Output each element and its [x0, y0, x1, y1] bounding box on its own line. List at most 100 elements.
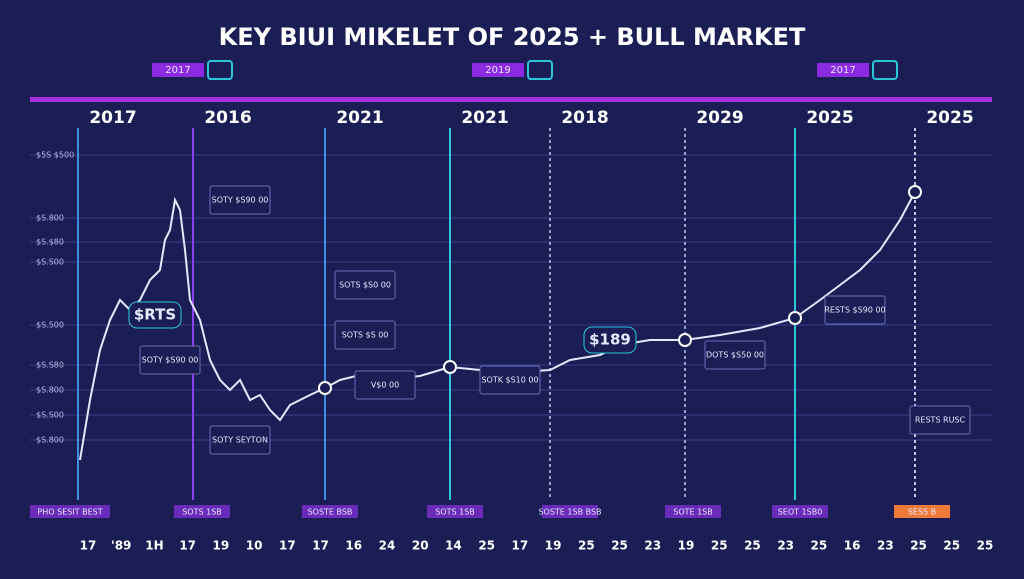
bottom-tag — [30, 505, 110, 518]
top-tag-label: 2017 — [165, 65, 190, 76]
x-tick-label: 16 — [345, 539, 362, 553]
bottom-tag — [302, 505, 358, 518]
era-label: 2021 — [336, 108, 383, 128]
top-tag — [152, 63, 204, 77]
x-tick-label: 10 — [246, 539, 263, 553]
x-tick-label: 25 — [478, 539, 495, 553]
annotation-text: V$0 00 — [371, 381, 399, 390]
x-tick-label: 14 — [445, 539, 462, 553]
bottom-tag-label: PHO SESIT BEST — [37, 508, 102, 517]
era-label: 2016 — [204, 108, 251, 128]
bottom-tag — [427, 505, 483, 518]
annotation-box — [209, 425, 271, 455]
x-tick-label: 17 — [312, 539, 329, 553]
bottom-tag-label: SOSTE 1SB BSB — [538, 508, 601, 517]
bottom-tag-label: SESS B — [908, 508, 936, 517]
y-tick-label: $S.S00 — [36, 258, 64, 267]
x-tick-label: 20 — [412, 539, 429, 553]
y-tick-label: $S.$80 — [36, 238, 64, 247]
y-tick-label: $S.800 — [36, 386, 64, 395]
x-tick-label: 23 — [877, 539, 894, 553]
tag-icon — [527, 60, 553, 80]
top-tag — [472, 63, 524, 77]
bottom-tag-label: SOTS 1SB — [182, 508, 222, 517]
annotation-box — [909, 405, 971, 435]
y-tick-label: $S.800 — [36, 436, 64, 445]
x-tick-label: 23 — [777, 539, 794, 553]
annotation-box — [139, 345, 201, 375]
x-tick-label: 17 — [512, 539, 529, 553]
x-tick-label: 19 — [213, 539, 230, 553]
y-tick-label: $S.S00 — [36, 411, 64, 420]
x-tick-label: 17 — [80, 539, 97, 553]
bottom-tag-label: SOTE 1SB — [673, 508, 713, 517]
annotation-box — [209, 185, 271, 215]
header-bar — [30, 97, 992, 102]
annotation-text: SOTK $S10 00 — [481, 376, 538, 385]
era-label: 2021 — [461, 108, 508, 128]
x-tick-label: 24 — [379, 539, 396, 553]
key-point — [788, 311, 802, 325]
key-point — [908, 185, 922, 199]
x-tick-label: 25 — [977, 539, 994, 553]
bottom-tag — [772, 505, 828, 518]
annotation-box — [479, 365, 541, 395]
bottom-tag-label: SOSTE BSB — [308, 508, 353, 517]
chart-title: KEY BIUI MIKELET OF 2025 + BULL MARKET — [219, 23, 806, 51]
annotation-text: SOTS $S 00 — [342, 331, 389, 340]
x-tick-label: 16 — [844, 539, 861, 553]
key-point — [678, 333, 692, 347]
annotation-text: SOTY SEYTON — [212, 436, 268, 445]
annotation-text: SOTY $S90 00 — [212, 196, 269, 205]
annotation-text: RESTS $S90 00 — [824, 306, 885, 315]
x-tick-label: 25 — [910, 539, 927, 553]
bottom-tag — [542, 505, 598, 518]
annotation-text: SOTS $S0 00 — [339, 281, 391, 290]
y-tick-label: $S.800 — [36, 214, 64, 223]
annotation-box — [354, 370, 416, 400]
key-point — [443, 360, 457, 374]
x-tick-label: 25 — [711, 539, 728, 553]
x-tick-label: 19 — [545, 539, 562, 553]
x-tick-label: 23 — [644, 539, 661, 553]
key-point — [318, 381, 332, 395]
x-tick-label: 25 — [943, 539, 960, 553]
annotation-box — [334, 270, 396, 300]
annotation-text: SOTY $S90 00 — [142, 356, 199, 365]
x-tick-label: 1H — [145, 539, 163, 553]
bottom-tag — [665, 505, 721, 518]
bottom-tag-label: SOTS 1SB — [435, 508, 475, 517]
bottom-tag-label: SEOT 1SB0 — [778, 508, 823, 517]
x-tick-label: 25 — [611, 539, 628, 553]
x-tick-label: '89 — [111, 539, 131, 553]
annotation-box — [334, 320, 396, 350]
top-tag — [817, 63, 869, 77]
x-tick-label: 17 — [179, 539, 196, 553]
x-tick-label: 25 — [578, 539, 595, 553]
tag-icon — [872, 60, 898, 80]
era-label: 2025 — [806, 108, 853, 128]
tag-icon — [207, 60, 233, 80]
y-tick-label: $S.500 — [36, 321, 64, 330]
annotation-box — [583, 326, 637, 354]
era-label: 2025 — [926, 108, 973, 128]
y-tick-label: $S.S80 — [36, 361, 64, 370]
annotation-text: $189 — [589, 331, 631, 349]
y-tick-label: $5S $500 — [36, 151, 74, 160]
bottom-tag — [894, 505, 950, 518]
top-tag-label: 2017 — [830, 65, 855, 76]
annotation-box — [128, 301, 182, 329]
bottom-tag — [174, 505, 230, 518]
annotation-box — [704, 340, 766, 370]
top-tag-label: 2019 — [485, 65, 510, 76]
x-tick-label: 19 — [678, 539, 695, 553]
annotation-box — [824, 295, 886, 325]
price-line — [79, 191, 916, 461]
annotation-text: DOTS $S50 00 — [706, 351, 764, 360]
era-label: 2029 — [696, 108, 743, 128]
x-tick-label: 25 — [811, 539, 828, 553]
annotation-text: $RTS — [134, 306, 176, 324]
x-tick-label: 25 — [744, 539, 761, 553]
